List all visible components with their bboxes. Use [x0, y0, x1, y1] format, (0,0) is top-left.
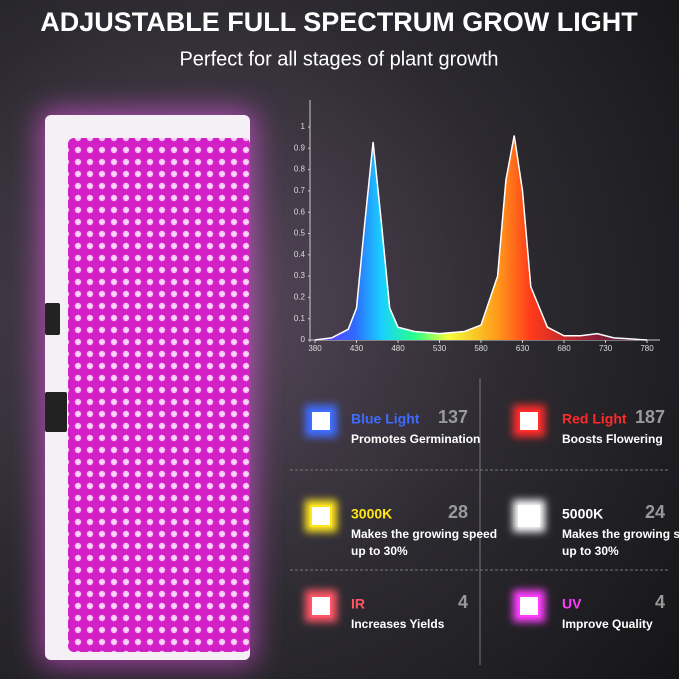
y-tick-label: 0.9 [294, 143, 306, 152]
feature-name: 5000K [562, 506, 603, 522]
feature-count: 4 [458, 592, 468, 612]
feature-description: Makes the growing speed up to 30% [351, 527, 497, 558]
feature-description: Makes the growing speed up to 30% [562, 527, 679, 558]
x-tick-label: 430 [350, 344, 364, 353]
feature-count: 28 [448, 502, 468, 522]
feature-description: Boosts Flowering [562, 432, 663, 446]
x-tick-label: 630 [516, 344, 530, 353]
line: up to 30% [351, 544, 408, 558]
y-tick-label: 0.8 [294, 165, 306, 174]
y-tick-label: 0.4 [294, 250, 306, 259]
feature-count: 137 [438, 407, 468, 427]
spectrum-line [314, 135, 648, 341]
feature-count: 187 [635, 407, 665, 427]
icon [310, 505, 332, 527]
x-tick-label: 530 [433, 344, 447, 353]
feature-count: 24 [645, 502, 665, 522]
feature-description: Promotes Germination [351, 432, 480, 446]
x-tick-label: 780 [640, 344, 654, 353]
feature-name: Red Light [562, 411, 627, 427]
grow-light-panel [40, 110, 255, 665]
x-tick-label: 380 [308, 344, 322, 353]
y-tick-label: 0.2 [294, 293, 306, 302]
feature-name: UV [562, 596, 582, 612]
spectrum-chart: 0 0.1 0.2 0.3 0.4 0.5 0.6 0.7 0.8 0.9 1 380 430 480 53… [294, 100, 660, 353]
icon [310, 410, 332, 432]
icon [518, 505, 540, 527]
icon [518, 595, 540, 617]
feature-list: Blue Light 137 Promotes Germination Red Lig… [305, 405, 679, 631]
y-tick-label: 0.5 [294, 229, 306, 238]
y-tick-label: 0.3 [294, 271, 306, 280]
spectrum-fill [315, 135, 647, 340]
line: up to 30% [562, 544, 619, 558]
dividers [290, 378, 670, 665]
line: Makes the growing speed [351, 527, 497, 541]
feature-name: Blue Light [351, 411, 420, 427]
y-tick-label: 0.1 [294, 314, 306, 323]
icon [518, 410, 540, 432]
line: Makes the growing speed [562, 527, 679, 541]
title: ADJUSTABLE FULL SPECTRUM GROW LIGHT [40, 7, 638, 37]
y-tick-label: 0.6 [294, 207, 306, 216]
y-tick-label: 0 [301, 335, 306, 344]
y-tick-label: 0.7 [294, 186, 306, 195]
feature-count: 4 [655, 592, 665, 612]
x-tick-label: 480 [391, 344, 405, 353]
feature-description: Increases Yields [351, 617, 445, 631]
x-tick-label: 730 [599, 344, 613, 353]
feature-name: IR [351, 596, 365, 612]
y-tick-label: 1 [301, 122, 306, 131]
icon [310, 595, 332, 617]
x-tick-label: 580 [474, 344, 488, 353]
x-tick-label: 680 [557, 344, 571, 353]
feature-description: Improve Quality [562, 617, 653, 631]
subtitle: Perfect for all stages of plant growth [179, 48, 498, 70]
feature-name: 3000K [351, 506, 392, 522]
